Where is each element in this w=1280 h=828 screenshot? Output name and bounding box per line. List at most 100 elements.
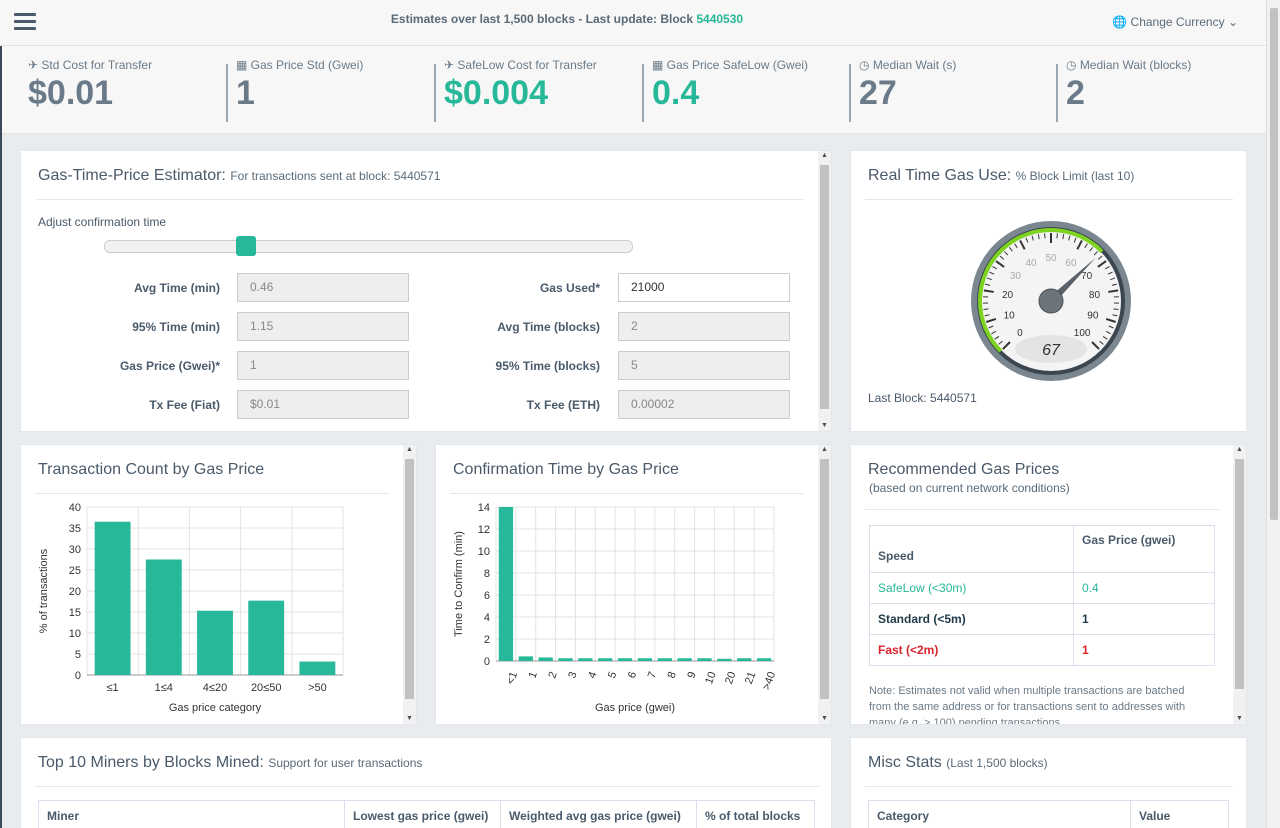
- confirmation-time-slider[interactable]: [104, 236, 633, 256]
- stat-item: ✈ Std Cost for Transfer $0.01: [28, 58, 152, 124]
- stats-strip: ✈ Std Cost for Transfer $0.01 ▦ Gas Price …: [2, 46, 1266, 134]
- recommended-scrollbar[interactable]: ▲ ▼: [1233, 445, 1246, 724]
- table-row: Fast (<2m) 1: [869, 634, 1215, 666]
- scroll-up-icon[interactable]: ▲: [1236, 446, 1243, 453]
- value-header: Value: [1130, 800, 1229, 828]
- y-axis-label: % of transactions: [38, 548, 50, 633]
- gauge-tick: [986, 317, 997, 323]
- y-tick-label: 20: [69, 586, 81, 598]
- gauge-tick: [995, 260, 1005, 268]
- page-title: Estimates over last 1,500 blocks - Last …: [0, 12, 1134, 26]
- last-block-label: Last Block: 5440571: [868, 391, 977, 405]
- slider-handle[interactable]: [236, 236, 257, 256]
- scroll-down-icon[interactable]: ▼: [406, 715, 413, 722]
- stat-label: ◷ Median Wait (s): [859, 58, 957, 72]
- weighted-avg-header: Weighted avg gas price (gwei): [500, 800, 697, 828]
- x-tick-label: 5: [606, 670, 619, 680]
- tx-count-scrollbar[interactable]: ▲ ▼: [403, 445, 416, 724]
- scroll-down-icon[interactable]: ▼: [1236, 715, 1243, 722]
- x-tick-label: 21: [743, 670, 758, 686]
- p95-time-blocks-field[interactable]: 5: [618, 351, 790, 380]
- x-tick-label: 20: [723, 670, 738, 686]
- bar: [578, 658, 593, 661]
- stat-label: ▦ Gas Price SafeLow (Gwei): [652, 58, 809, 72]
- scroll-up-icon[interactable]: ▲: [406, 446, 413, 453]
- gas-price-field[interactable]: 1: [237, 351, 409, 380]
- gauge-tick: [1093, 251, 1098, 256]
- cubes-icon: ▦: [236, 58, 251, 72]
- x-tick-label: 9: [685, 670, 698, 680]
- stat-value: 1: [236, 74, 255, 112]
- miners-title: Top 10 Miners by Blocks Mined: Support f…: [38, 754, 423, 771]
- gauge-tick: [986, 277, 992, 281]
- x-tick-label: 20≤50: [251, 682, 282, 694]
- conf-time-scrollbar[interactable]: ▲ ▼: [818, 445, 831, 724]
- miners-table: Miner Lowest gas price (gwei) Weighted a…: [38, 800, 815, 828]
- y-tick-label: 10: [478, 546, 490, 558]
- p95-time-min-field[interactable]: 1.15: [237, 312, 409, 341]
- gauge-tick: [988, 325, 994, 329]
- gauge-tick-label: 0: [1017, 328, 1023, 339]
- recommended-panel: Recommended Gas Prices (based on current…: [850, 444, 1247, 725]
- gauge-tick: [1008, 246, 1013, 252]
- stat-label: ◷ Median Wait (blocks): [1066, 58, 1192, 72]
- x-tick-label: 1≤4: [155, 682, 173, 694]
- gauge-tick: [1099, 340, 1104, 345]
- gas-used-input[interactable]: 21000: [618, 273, 790, 302]
- gauge-tick-label: 30: [1010, 271, 1022, 282]
- gauge-tick-label: 100: [1074, 328, 1091, 339]
- title-block-number: 5440530: [696, 12, 744, 26]
- stat-divider: [226, 64, 228, 122]
- tx-count-title: Transaction Count by Gas Price: [38, 461, 265, 478]
- y-tick-label: 25: [69, 565, 81, 577]
- recommended-title: Recommended Gas Prices: [868, 461, 1060, 478]
- y-tick-label: 40: [69, 502, 81, 514]
- scroll-down-icon[interactable]: ▼: [821, 715, 828, 722]
- gauge-tick: [1076, 239, 1083, 250]
- gauge-tick: [999, 255, 1005, 260]
- scroll-down-icon[interactable]: ▼: [821, 422, 828, 429]
- tx-fee-fiat-label: Tx Fee (Fiat): [149, 398, 220, 412]
- avg-time-min-field[interactable]: 0.46: [237, 273, 409, 302]
- tx-fee-eth-field[interactable]: 0.00002: [618, 390, 790, 419]
- p95-time-min-label: 95% Time (min): [132, 320, 220, 334]
- table-header-row: Speed Gas Price (gwei): [869, 525, 1215, 573]
- bar: [756, 658, 772, 661]
- gas-price-header: Gas Price (gwei): [1073, 525, 1215, 573]
- stat-label: ✈ SafeLow Cost for Transfer: [444, 58, 597, 72]
- change-currency-dropdown[interactable]: 🌐 Change Currency ⌄: [1112, 15, 1238, 29]
- page-scrollbar[interactable]: [1266, 0, 1280, 828]
- gauge-tick-label: 70: [1081, 271, 1093, 282]
- misc-subtitle: (Last 1,500 blocks): [946, 756, 1048, 770]
- gauge-tick: [1073, 237, 1077, 243]
- recommended-subtitle: (based on current network conditions): [869, 481, 1070, 495]
- bar: [617, 658, 633, 661]
- x-tick-label: 3: [566, 670, 579, 680]
- x-tick-label: 4: [586, 670, 599, 680]
- avg-time-min-label: Avg Time (min): [133, 281, 220, 295]
- y-tick-label: 35: [69, 523, 81, 535]
- title-text: Estimates over last 1,500 blocks - Last …: [390, 12, 697, 26]
- gauge-tick: [1105, 330, 1111, 335]
- gauge-display: [1015, 335, 1087, 363]
- y-tick-label: 10: [69, 628, 81, 640]
- y-tick-label: 30: [69, 544, 81, 556]
- y-tick-label: 4: [484, 612, 490, 624]
- gauge-tick: [998, 340, 1003, 345]
- slider-label: Adjust confirmation time: [38, 215, 167, 229]
- tx-count-panel: Transaction Count by Gas Price 0 5 10 15 20 2…: [20, 444, 417, 725]
- x-tick-label: 4≤20: [203, 682, 227, 694]
- gauge-tick: [985, 283, 991, 286]
- gauge-tick: [1091, 341, 1100, 350]
- scroll-up-icon[interactable]: ▲: [821, 446, 828, 453]
- bar: [737, 658, 752, 661]
- tx-fee-fiat-field[interactable]: $0.01: [237, 390, 409, 419]
- window-edge: [0, 0, 2, 828]
- estimator-scrollbar[interactable]: ▲ ▼: [818, 151, 831, 431]
- gauge-tick: [1108, 289, 1119, 293]
- avg-time-blocks-field[interactable]: 2: [618, 312, 790, 341]
- gauge-tick: [1104, 265, 1110, 270]
- hamburger-menu-icon[interactable]: [14, 13, 36, 31]
- scroll-up-icon[interactable]: ▲: [821, 152, 828, 159]
